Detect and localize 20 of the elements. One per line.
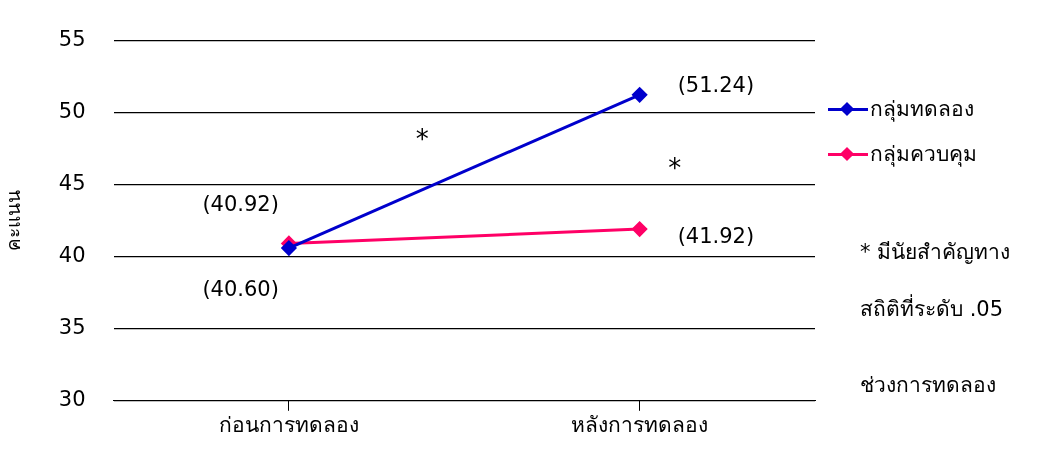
x-tick-label: หลังการทดลอง [571, 412, 709, 437]
y-tick-label: 55 [58, 27, 86, 52]
legend-label: กลุ่มควบคุม [870, 141, 977, 169]
data-label: (41.92) [677, 223, 755, 248]
y-tick-label: 50 [58, 99, 86, 124]
data-label: (40.92) [202, 191, 279, 216]
x-tick-label: ก่อนการทดลอง [218, 412, 359, 437]
x-axis-title: ช่วงการทดลอง [860, 372, 996, 399]
data-label: (51.24) [677, 73, 755, 98]
text: * มีนัยสำคัญทาง [860, 239, 1011, 266]
y-tick-label: 30 [58, 387, 86, 412]
y-tick-label: 45 [58, 171, 86, 196]
y-tick-label: 35 [58, 315, 86, 340]
data-label: (40.60) [202, 276, 279, 301]
annotation: * [668, 153, 682, 184]
text: สถิติที่ระดับ .05 [860, 293, 1004, 323]
y-axis-title: คะแนน [2, 190, 25, 252]
annotation: * [415, 124, 429, 155]
legend-label: กลุ่มทดลอง [870, 96, 974, 124]
y-tick-label: 40 [58, 243, 86, 268]
